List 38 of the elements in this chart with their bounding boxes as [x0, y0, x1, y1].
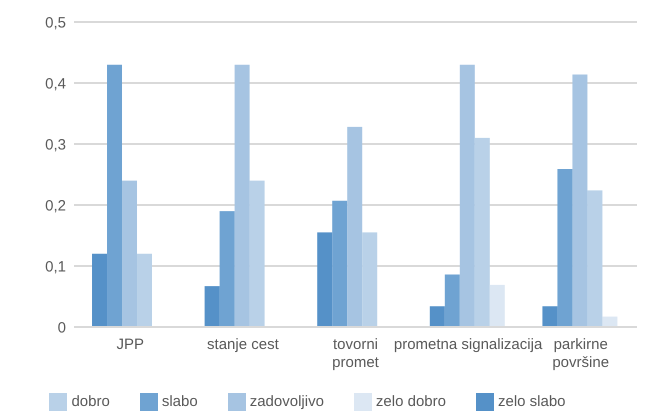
- y-tick-label: 0,1: [45, 258, 66, 276]
- y-tick-label: 0: [58, 319, 66, 336]
- legend-label: dobro: [71, 392, 110, 410]
- x-tick-label: tovorni promet: [332, 336, 380, 371]
- bar: [250, 180, 265, 327]
- bar: [347, 126, 362, 327]
- x-tick-label: parkirne površine: [552, 336, 610, 371]
- bar: [332, 200, 348, 327]
- y-tick-label: 0,2: [45, 197, 66, 214]
- bar: [460, 64, 475, 327]
- bar: [474, 138, 490, 327]
- x-tick-label: prometna signalizacija: [394, 336, 543, 353]
- legend-label: zadovoljivo: [250, 392, 324, 410]
- legend-label: zelo dobro: [376, 392, 446, 410]
- bar: [122, 180, 138, 327]
- bar: [572, 74, 588, 327]
- bar: [444, 274, 460, 327]
- y-tick-label: 0,4: [45, 75, 66, 92]
- bar: [362, 232, 378, 327]
- bar: [107, 64, 122, 327]
- x-tick-label: JPP: [116, 336, 144, 353]
- bar: [220, 211, 235, 327]
- y-tick-label: 0,5: [45, 14, 66, 32]
- bar: [204, 286, 220, 327]
- bar: [587, 190, 602, 327]
- bar: [92, 254, 108, 327]
- bar: [430, 306, 445, 327]
- x-tick-label: stanje cest: [207, 336, 280, 353]
- bar: [490, 284, 505, 327]
- bar: [234, 64, 250, 327]
- y-tick-label: 0,3: [45, 136, 66, 154]
- legend-label: slabo: [162, 392, 198, 410]
- legend-label: zelo slabo: [498, 392, 566, 410]
- bar: [317, 232, 332, 327]
- bar: [137, 254, 152, 327]
- bar: [542, 306, 558, 327]
- bar: [557, 168, 572, 327]
- bar: [602, 316, 618, 327]
